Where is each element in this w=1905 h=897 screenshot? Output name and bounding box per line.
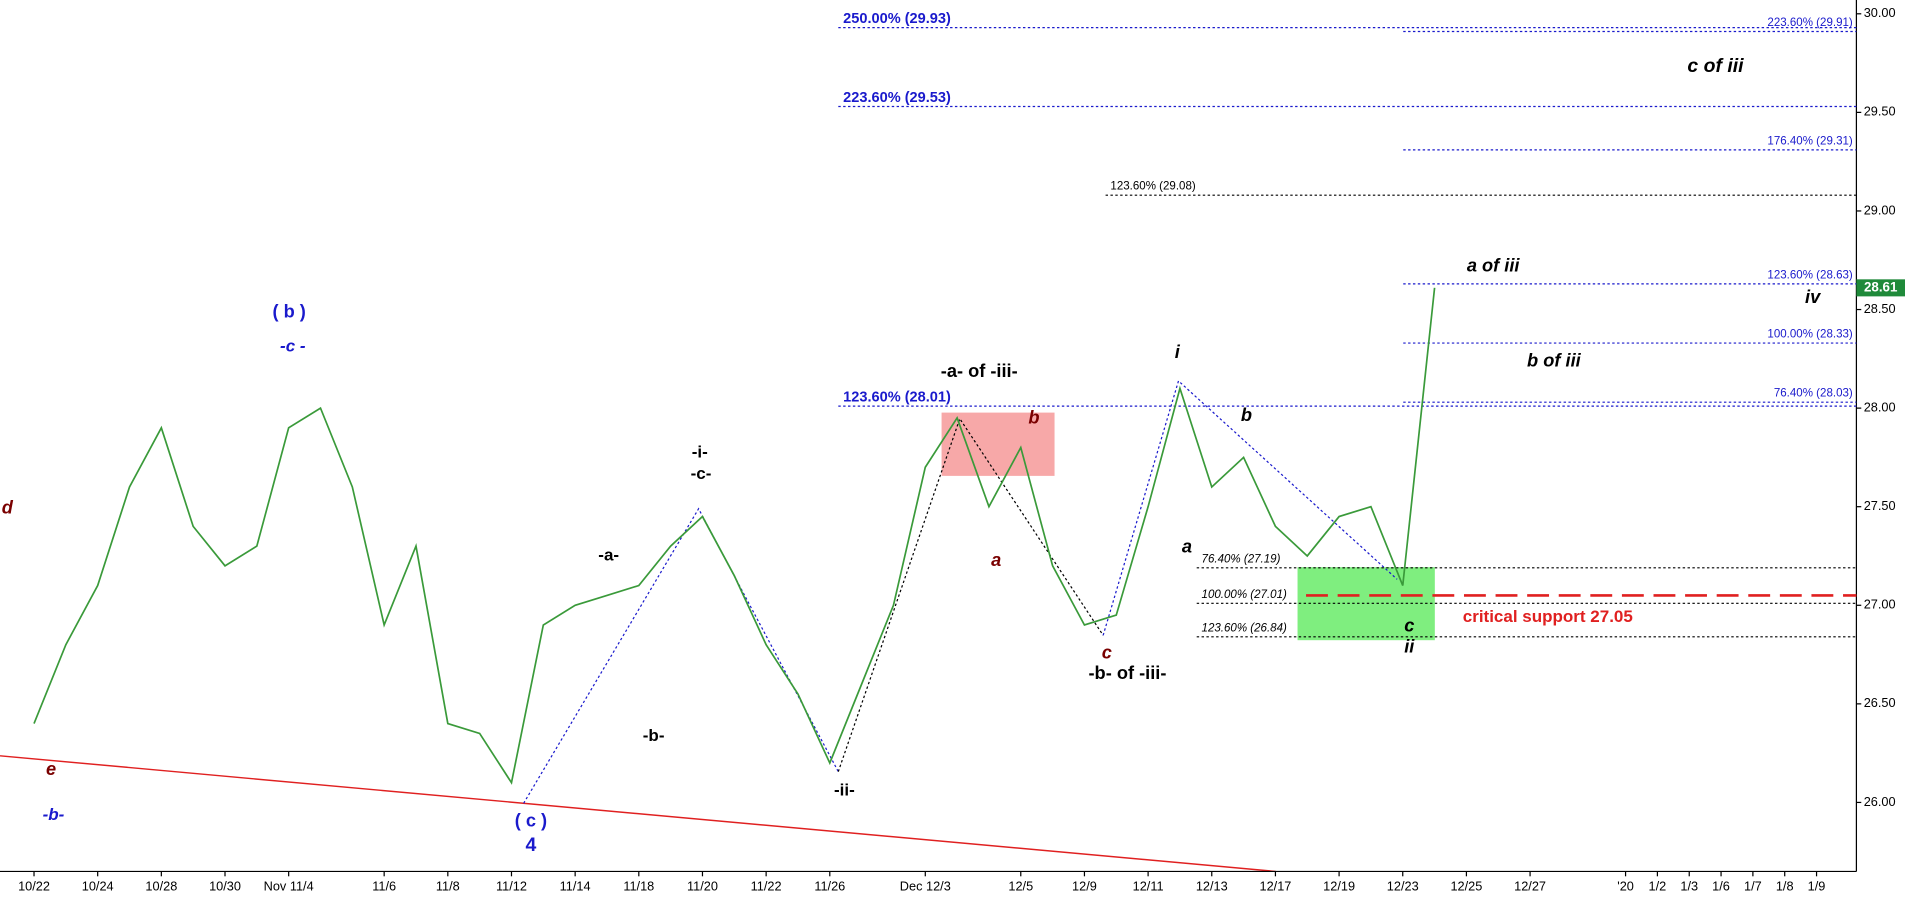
x-tick-label: 11/8: [436, 879, 460, 894]
x-tick-label: 10/24: [82, 879, 114, 894]
wave-label: a of iii: [1467, 254, 1521, 275]
fib-label: 123.60% (28.63): [1767, 269, 1852, 281]
x-tick-label: 1/2: [1649, 879, 1667, 894]
price-line: [33, 287, 1436, 785]
wave-label: b of iii: [1527, 349, 1582, 370]
y-tick-label: 29.50: [1864, 104, 1896, 119]
wave-label: -a-: [598, 546, 619, 565]
x-tick-label: 1/7: [1744, 879, 1762, 894]
x-tick-label: 12/27: [1514, 879, 1546, 894]
wave-label: ( c ): [515, 809, 547, 830]
wave-label: d: [2, 497, 14, 518]
x-tick-label: 12/25: [1450, 879, 1482, 894]
wave-label: a: [991, 549, 1001, 570]
y-tick-label: 29.00: [1864, 202, 1896, 217]
x-tick-label: Nov 11/4: [264, 879, 314, 894]
x-tick-label: 11/26: [814, 879, 845, 894]
wave-line: [1102, 379, 1398, 636]
support-label: critical support 27.05: [1463, 607, 1633, 626]
x-tick-label: 1/6: [1712, 879, 1730, 894]
y-tick-label: 28.50: [1864, 301, 1896, 316]
x-tick-label: 12/9: [1072, 879, 1097, 894]
x-tick-label: 12/5: [1008, 879, 1033, 894]
last-price-label: 28.61: [1864, 279, 1898, 294]
x-tick-label: 1/9: [1808, 879, 1826, 894]
highlight-box: [941, 412, 1055, 476]
fib-label: 176.40% (29.31): [1767, 135, 1852, 147]
x-tick-label: 1/8: [1776, 879, 1794, 894]
wave-label: -i-: [692, 442, 708, 461]
y-tick-label: 30.00: [1864, 5, 1896, 20]
x-tick-label: 12/17: [1259, 879, 1291, 894]
wave-label: -ii-: [834, 781, 855, 800]
y-tick-label: 26.50: [1864, 695, 1896, 710]
wave-label: ( b ): [272, 301, 305, 322]
x-tick-label: 10/22: [18, 879, 50, 894]
x-tick-label: 10/30: [209, 879, 241, 894]
wave-line: [837, 417, 1104, 772]
x-tick-label: 11/20: [687, 879, 718, 894]
y-tick-label: 26.00: [1864, 794, 1896, 809]
wave-label: -c-: [691, 464, 712, 483]
fib-label: 123.60% (29.08): [1110, 181, 1195, 193]
wave-label: c: [1102, 641, 1112, 662]
x-tick-label: 12/11: [1133, 879, 1164, 894]
wave-label: ii: [1404, 635, 1415, 656]
x-tick-label: Dec 12/3: [900, 879, 951, 894]
wave-label: iv: [1805, 286, 1821, 307]
fib-label: 76.40% (28.03): [1774, 388, 1853, 400]
fib-label: 76.40% (27.19): [1202, 553, 1281, 565]
wave-label: i: [1175, 341, 1181, 362]
x-tick-label: 11/14: [560, 879, 591, 894]
x-tick-label: 11/22: [751, 879, 782, 894]
wave-label: -b-: [643, 726, 665, 745]
fib-label: 100.00% (28.33): [1767, 329, 1852, 341]
x-tick-label: 11/18: [623, 879, 654, 894]
x-tick-label: 10/28: [145, 879, 177, 894]
y-tick-label: 28.00: [1864, 399, 1896, 414]
fib-label: 123.60% (28.01): [843, 389, 951, 405]
wave-label: -c -: [280, 336, 306, 355]
wave-label: c: [1404, 615, 1414, 636]
fib-label: 123.60% (26.84): [1202, 622, 1287, 634]
wave-label: 4: [526, 834, 537, 856]
x-tick-label: 11/6: [372, 879, 396, 894]
x-tick-label: 11/12: [496, 879, 527, 894]
y-tick-label: 27.00: [1864, 597, 1896, 612]
x-tick-label: 12/23: [1387, 879, 1419, 894]
wave-label: a: [1182, 535, 1192, 556]
fib-label: 223.60% (29.91): [1767, 17, 1852, 29]
y-tick-label: 27.50: [1864, 498, 1896, 513]
x-tick-label: 1/3: [1680, 879, 1698, 894]
last-price-tag: [1856, 279, 1905, 297]
trend-line: [0, 755, 1276, 873]
x-tick-label: '20: [1617, 879, 1634, 894]
wave-label: -b- of -iii-: [1088, 662, 1166, 683]
wave-label: c of iii: [1687, 55, 1744, 77]
wave-label: b: [1241, 404, 1252, 425]
wave-label: -b-: [43, 805, 65, 824]
wave-label: -a- of -iii-: [941, 360, 1018, 381]
fib-label: 100.00% (27.01): [1202, 589, 1287, 601]
wave-label: e: [46, 758, 56, 779]
fib-label: 223.60% (29.53): [843, 90, 951, 106]
fib-label: 250.00% (29.93): [843, 11, 951, 27]
x-tick-label: 12/13: [1196, 879, 1228, 894]
x-tick-label: 12/19: [1323, 879, 1355, 894]
wave-label: b: [1028, 406, 1039, 427]
